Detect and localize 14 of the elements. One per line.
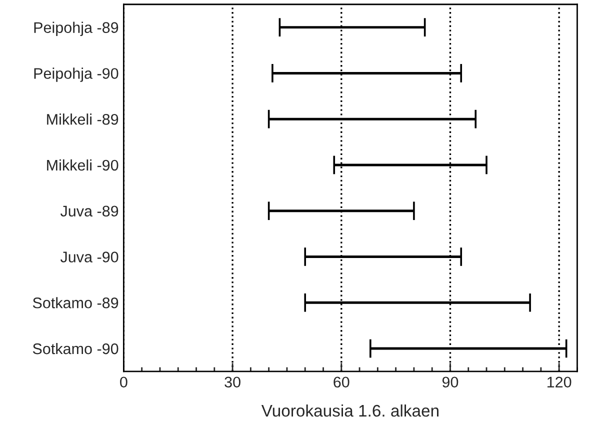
y-tick-label: Juva -90 — [60, 252, 118, 262]
y-tick-label: Mikkeli -90 — [47, 159, 118, 171]
x-tick-label: 90 — [442, 376, 458, 388]
y-tick-label: Mikkeli -89 — [47, 114, 118, 125]
y-tick-label: Peipohja -90 — [34, 68, 118, 82]
x-tick-label: 0 — [120, 376, 128, 388]
x-axis-title: Vuorokausia 1.6. alkaen — [261, 404, 438, 417]
x-tick-label: 30 — [224, 376, 240, 388]
y-tick-label: Sotkamo -90 — [32, 342, 118, 354]
y-tick-label: Peipohja -89 — [34, 22, 118, 36]
y-tick-label: Juva -89 — [60, 206, 118, 217]
x-tick-label: 120 — [548, 376, 572, 388]
y-tick-label: Sotkamo -89 — [32, 297, 118, 308]
x-tick-label: 60 — [334, 376, 350, 388]
